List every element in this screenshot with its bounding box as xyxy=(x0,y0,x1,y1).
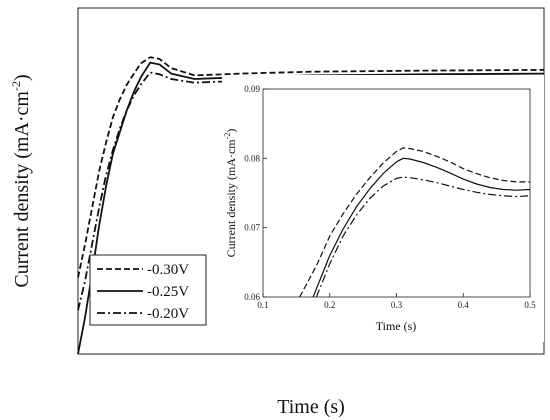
inset-x-tick-label: 0.5 xyxy=(524,300,536,310)
inset-y-axis-label: Current density (mA·cm-2) xyxy=(223,129,238,258)
main-y-axis-label-close: ) xyxy=(11,74,33,81)
inset-background xyxy=(222,75,544,342)
main-y-axis-label-main: Current density (mA·cm xyxy=(11,91,33,288)
inset-y-tick-label: 0.06 xyxy=(244,292,260,302)
inset-y-tick-label: 0.08 xyxy=(244,153,260,163)
inset-x-tick-label: 0.3 xyxy=(391,300,403,310)
inset-series-line-1 xyxy=(299,147,530,298)
legend-label-series-3: -0.20V xyxy=(147,306,189,322)
inset-series-line-2 xyxy=(312,157,531,298)
inset-y-tick-label: 0.07 xyxy=(244,223,260,233)
inset-y-axis-label-main: Current density (mA·cm xyxy=(224,139,238,258)
inset-y-axis-label-sup: -2 xyxy=(223,133,232,140)
inset-ticks-group: 0.1 0.2 0.3 0.4 0.5 0.06 0.07 0.08 0.09 xyxy=(244,84,536,310)
main-y-axis-label: Current density (mA·cm-2) xyxy=(9,74,33,287)
legend-label-series-2: -0.25V xyxy=(147,284,189,300)
inset-x-axis-label: Time (s) xyxy=(376,319,417,333)
inset-x-tick-label: 0.2 xyxy=(324,300,335,310)
inset-y-axis-label-close: ) xyxy=(224,129,238,133)
main-y-axis-label-sup: -2 xyxy=(9,81,23,91)
inset-chart: 0.1 0.2 0.3 0.4 0.5 0.06 0.07 0.08 0.09 Time (s)… xyxy=(222,75,544,342)
inset-series-group xyxy=(299,147,531,298)
inset-x-tick-label: 0.1 xyxy=(257,300,268,310)
inset-x-tick-label: 0.4 xyxy=(458,300,470,310)
inset-y-tick-label: 0.09 xyxy=(244,84,260,94)
inset-series-line-3 xyxy=(315,176,531,298)
main-x-axis-label: Time (s) xyxy=(277,396,345,418)
legend-label-series-1: -0.30V xyxy=(147,262,189,278)
main-series-line-1 xyxy=(77,56,545,278)
legend: -0.30V -0.25V -0.20V xyxy=(89,254,207,326)
